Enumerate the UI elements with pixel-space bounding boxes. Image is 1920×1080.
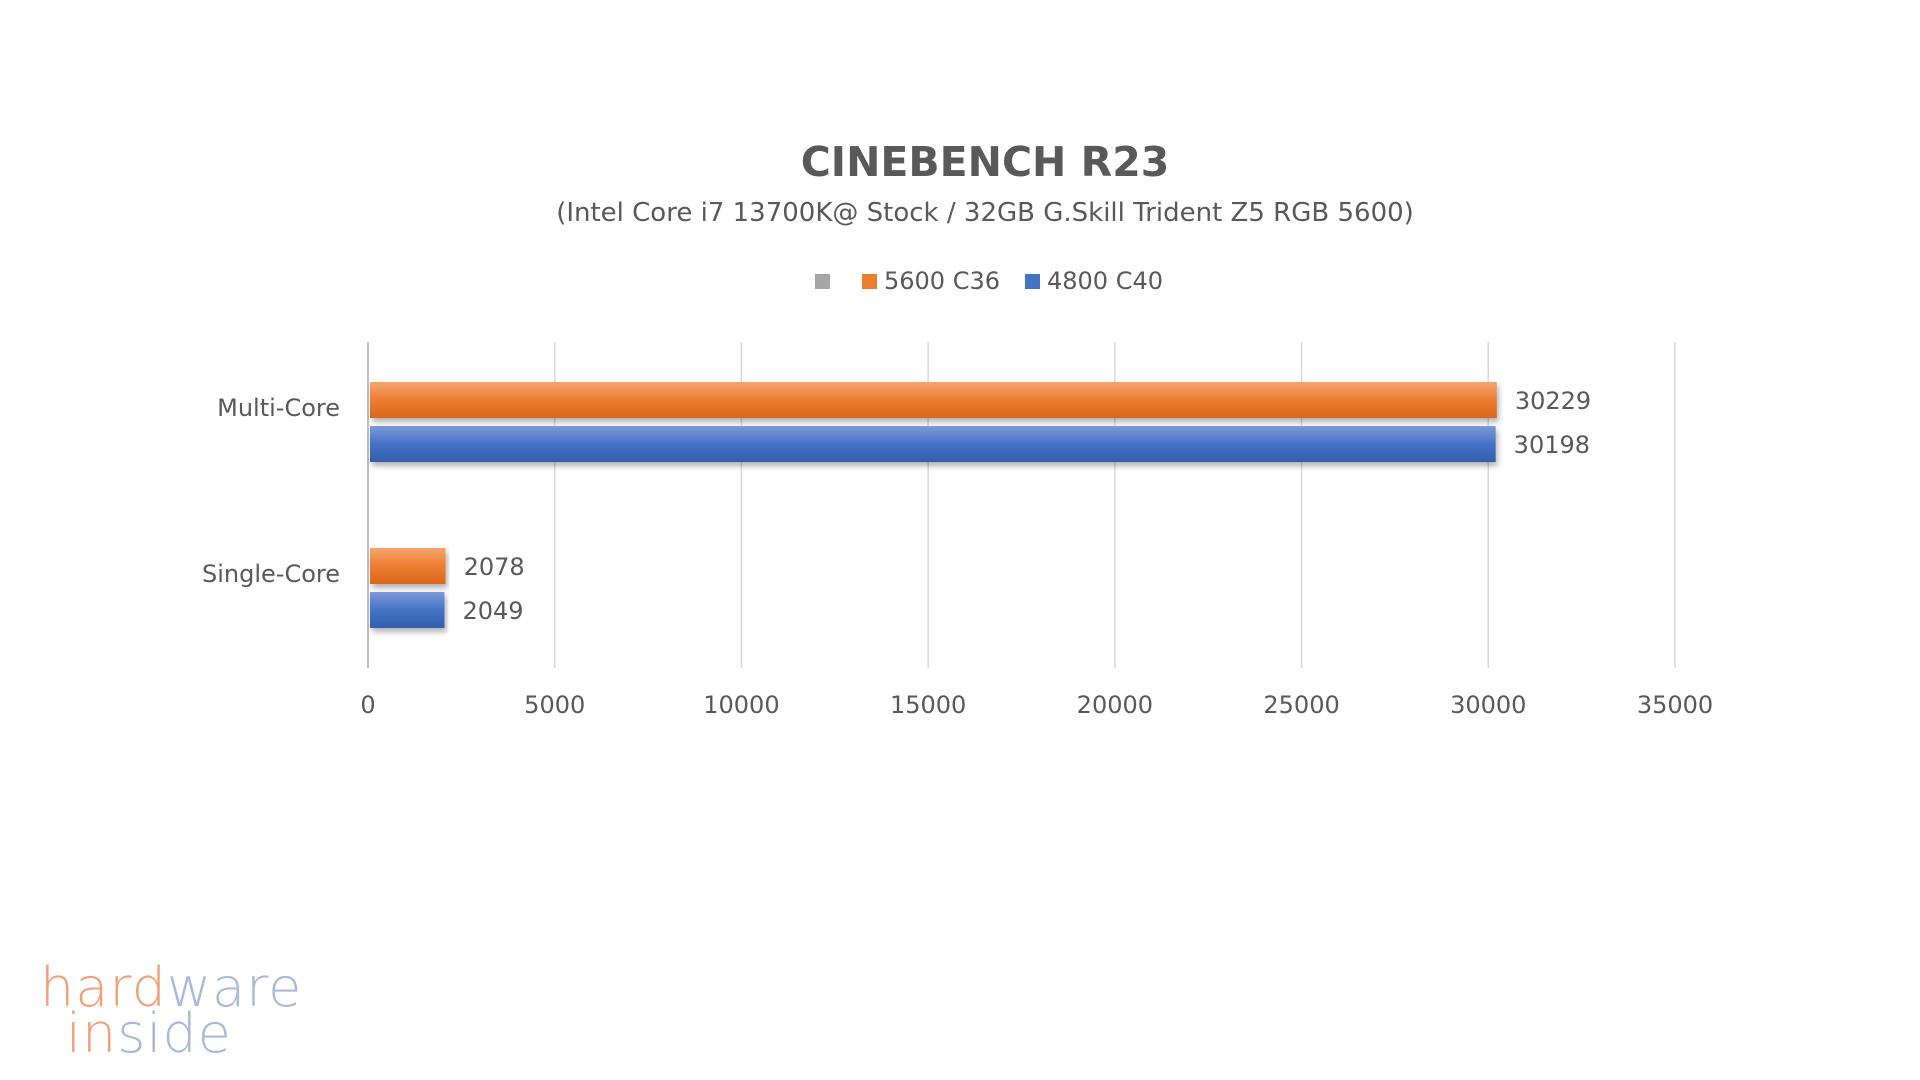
x-tick-label: 0 bbox=[360, 691, 375, 719]
legend-swatch bbox=[1025, 274, 1040, 289]
legend-label: 5600 C36 bbox=[884, 267, 1000, 295]
x-axis-tick-labels: 0 5000 10000 15000 20000 25000 30000 35000 bbox=[360, 691, 1713, 719]
x-tick-label: 10000 bbox=[703, 691, 779, 719]
data-labels: 30229 30198 2078 2049 bbox=[463, 387, 1592, 625]
bar-5600-c36-single-core bbox=[370, 548, 446, 584]
logo-text: in bbox=[66, 1002, 118, 1065]
data-label: 2078 bbox=[464, 553, 525, 581]
legend-swatch bbox=[815, 274, 830, 289]
x-tick-label: 25000 bbox=[1263, 691, 1339, 719]
x-tick-label: 35000 bbox=[1637, 691, 1713, 719]
logo-text: ware bbox=[166, 956, 303, 1019]
x-tick-label: 20000 bbox=[1077, 691, 1153, 719]
category-label: Multi-Core bbox=[217, 394, 340, 422]
category-label: Single-Core bbox=[202, 560, 340, 588]
bars bbox=[370, 382, 1497, 628]
x-tick-label: 5000 bbox=[524, 691, 585, 719]
x-tick-label: 15000 bbox=[890, 691, 966, 719]
data-label: 30229 bbox=[1515, 387, 1591, 415]
logo-text: hard bbox=[40, 956, 167, 1019]
legend: 5600 C36 4800 C40 bbox=[815, 267, 1163, 295]
bar-5600-c36-multi-core bbox=[370, 382, 1497, 418]
logo-text: side bbox=[117, 1002, 232, 1065]
legend-swatch bbox=[862, 274, 877, 289]
data-label: 2049 bbox=[463, 597, 524, 625]
category-labels: Multi-Core Single-Core bbox=[202, 394, 340, 588]
legend-label: 4800 C40 bbox=[1047, 267, 1163, 295]
chart-subtitle: (Intel Core i7 13700K@ Stock / 32GB G.Sk… bbox=[556, 198, 1414, 228]
bar-4800-c40-single-core bbox=[370, 592, 445, 628]
chart-title: CINEBENCH R23 bbox=[801, 138, 1170, 186]
bar-4800-c40-multi-core bbox=[370, 426, 1496, 462]
data-label: 30198 bbox=[1514, 431, 1590, 459]
x-tick-label: 30000 bbox=[1450, 691, 1526, 719]
hardware-inside-logo: hardware inside bbox=[40, 961, 302, 1061]
